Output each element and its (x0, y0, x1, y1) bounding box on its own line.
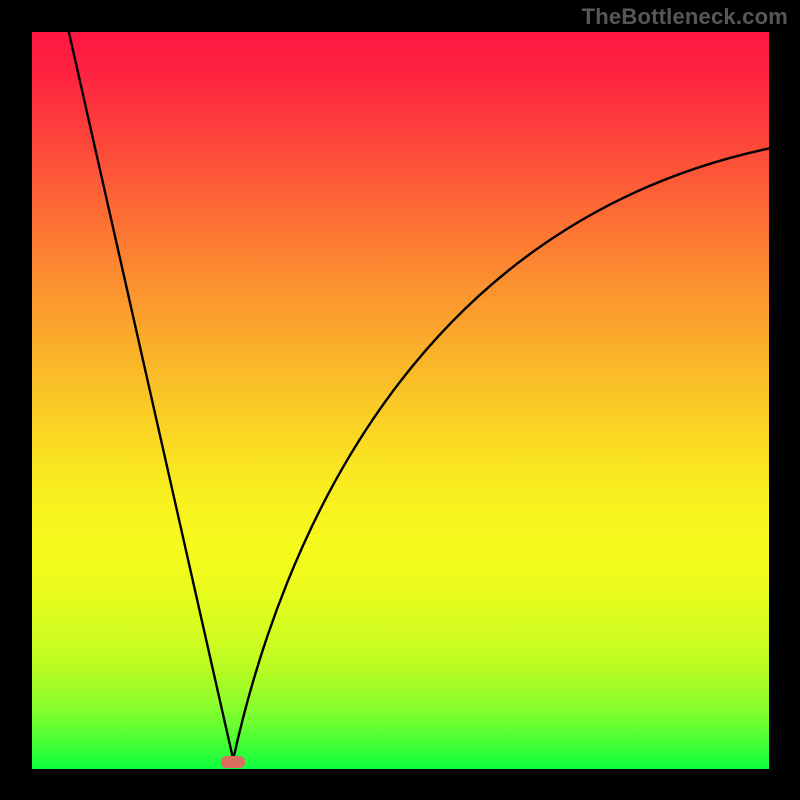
watermark-label: TheBottleneck.com (582, 4, 788, 30)
curve-layer (32, 32, 769, 769)
plot-area (32, 32, 769, 769)
optimum-marker (221, 756, 245, 768)
chart-stage: TheBottleneck.com (0, 0, 800, 800)
bottleneck-curve (69, 32, 769, 759)
